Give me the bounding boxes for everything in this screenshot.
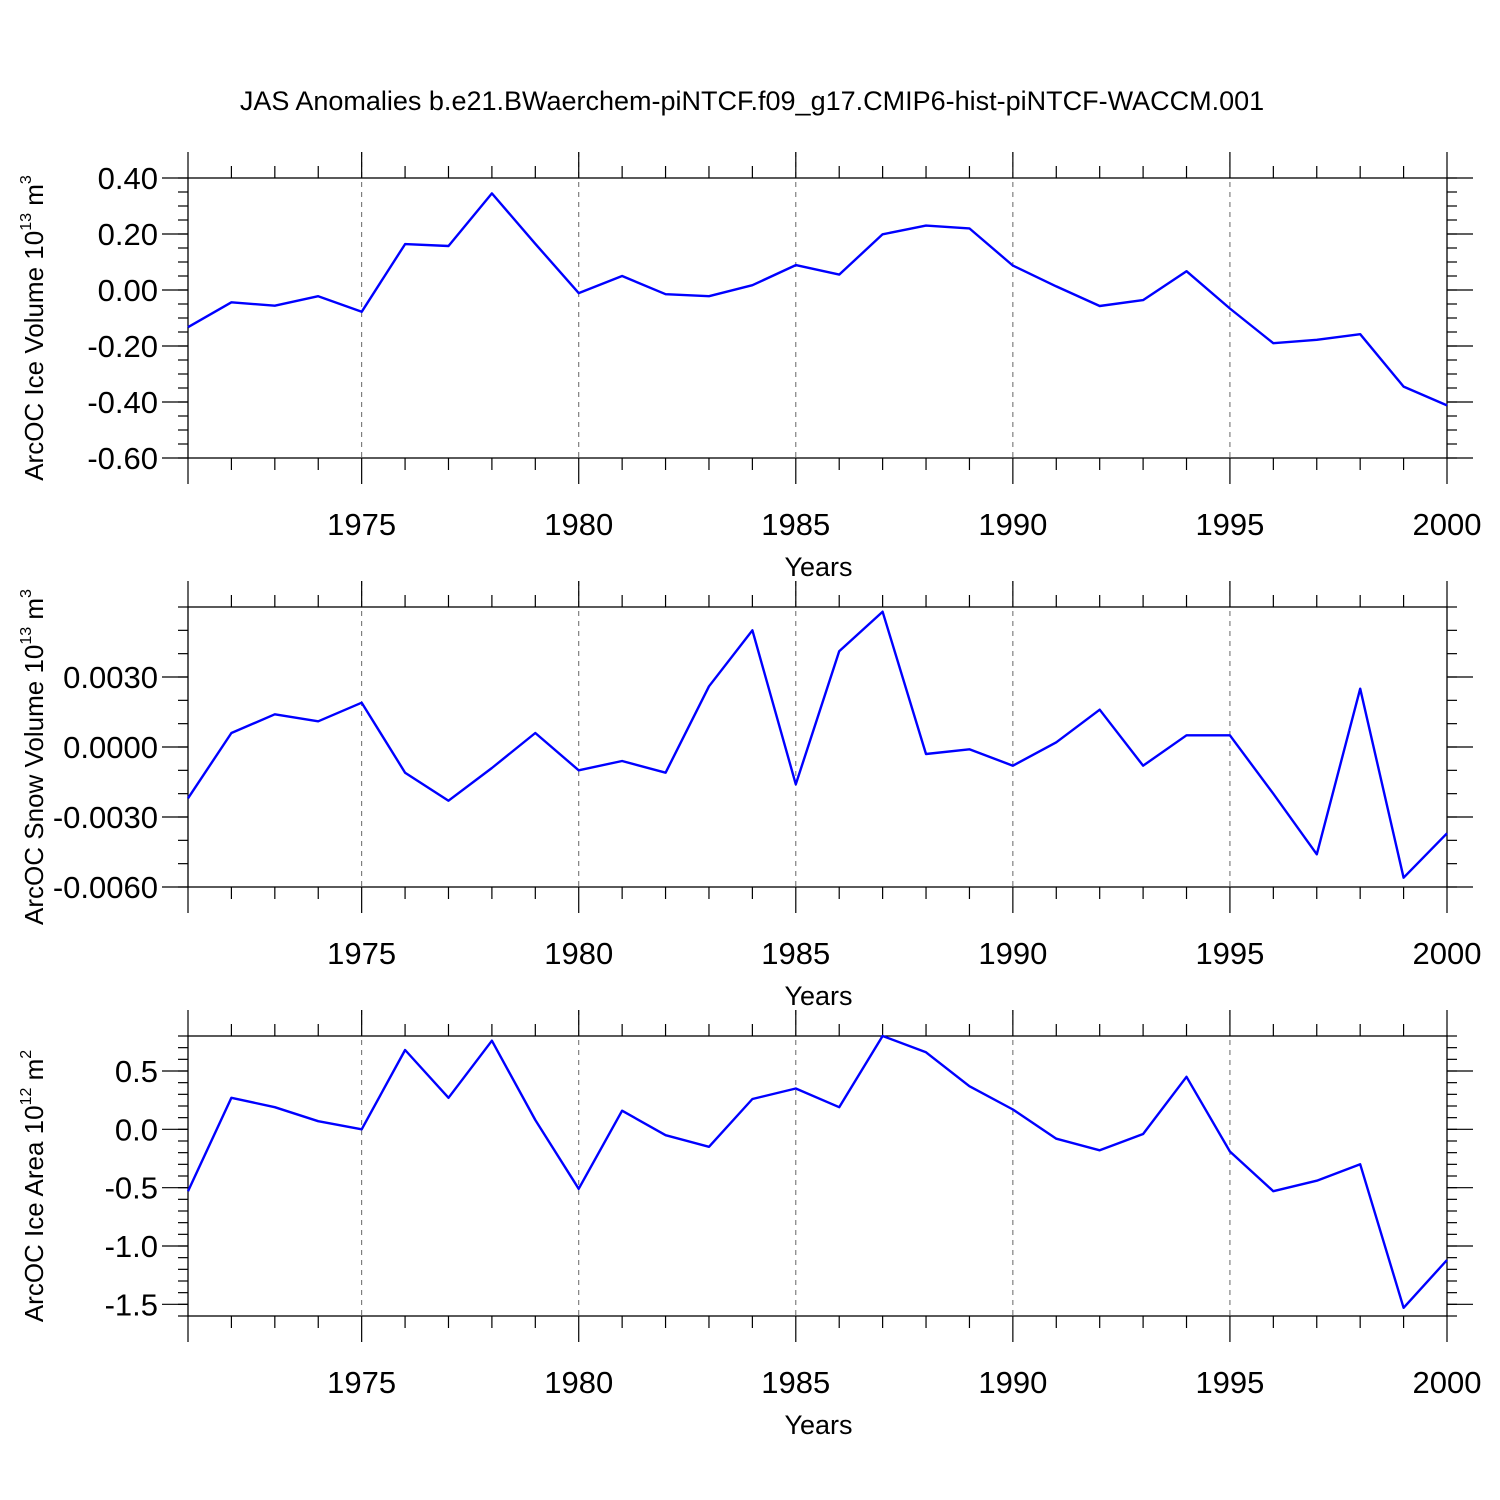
x-tick-label: 1995: [1195, 507, 1264, 542]
x-axis-label: Years: [784, 981, 852, 1011]
chart-title: JAS Anomalies b.e21.BWaerchem-piNTCF.f09…: [240, 86, 1264, 116]
x-tick-label: 2000: [1413, 1365, 1482, 1400]
y-tick-label: 0.0030: [63, 660, 158, 695]
y-tick-label: -0.5: [105, 1171, 158, 1206]
panel-ice-volume: -0.60 -0.40 -0.20 0.00 0.20 0.40 1975 1980 1985 1…: [18, 152, 1481, 582]
y-tick-label: 0.5: [115, 1054, 158, 1089]
x-tick-label: 1990: [978, 507, 1047, 542]
x-axis-label: Years: [784, 552, 852, 582]
x-tick-label: 2000: [1413, 936, 1482, 971]
y-tick-label: -1.0: [105, 1229, 158, 1264]
x-tick-label: 1985: [761, 507, 830, 542]
x-tick-label: 1980: [544, 936, 613, 971]
x-axis-label: Years: [784, 1410, 852, 1440]
y-tick-label: -0.0060: [53, 870, 158, 905]
x-tick-label: 1995: [1195, 936, 1264, 971]
plot-frame: [187, 1035, 1448, 1317]
plot-frame: [187, 177, 1448, 459]
x-tick-label: 1975: [327, 1365, 396, 1400]
y-axis-label: ArcOC Ice Volume 1013 m3: [18, 175, 49, 481]
y-tick-label: 0.0: [115, 1112, 158, 1147]
y-tick-label: -0.0030: [53, 800, 158, 835]
x-tick-label: 2000: [1413, 507, 1482, 542]
y-axis-label: ArcOC Snow Volume 1013 m3: [18, 589, 49, 925]
y-tick-label: -0.60: [87, 441, 158, 476]
x-tick-label: 1980: [544, 1365, 613, 1400]
x-tick-label: 1985: [761, 1365, 830, 1400]
x-tick-label: 1980: [544, 507, 613, 542]
x-tick-label: 1995: [1195, 1365, 1264, 1400]
y-tick-label: 0.40: [98, 161, 158, 196]
y-axis-label: ArcOC Ice Area 1012 m2: [18, 1050, 49, 1322]
x-tick-label: 1975: [327, 936, 396, 971]
x-tick-label: 1990: [978, 1365, 1047, 1400]
series-line-ice-volume: [187, 192, 1448, 407]
y-tick-label: 0.20: [98, 217, 158, 252]
x-tick-label: 1990: [978, 936, 1047, 971]
panel-ice-area: -1.5 -1.0 -0.5 0.0 0.5 1975 1980 1985 1990 1995 20…: [18, 1010, 1481, 1440]
y-tick-label: 0.00: [98, 273, 158, 308]
x-tick-label: 1975: [327, 507, 396, 542]
plot-frame: [187, 606, 1448, 888]
y-tick-label: 0.0000: [63, 730, 158, 765]
y-tick-label: -0.40: [87, 385, 158, 420]
y-tick-label: -1.5: [105, 1287, 158, 1322]
x-tick-label: 1985: [761, 936, 830, 971]
panel-snow-volume: -0.0060 -0.0030 0.0000 0.0030 1975 1980 1985 19…: [18, 581, 1481, 1011]
series-line-snow-volume: [187, 610, 1448, 879]
series-line-ice-area: [186, 1034, 1448, 1310]
y-tick-label: -0.20: [87, 329, 158, 364]
